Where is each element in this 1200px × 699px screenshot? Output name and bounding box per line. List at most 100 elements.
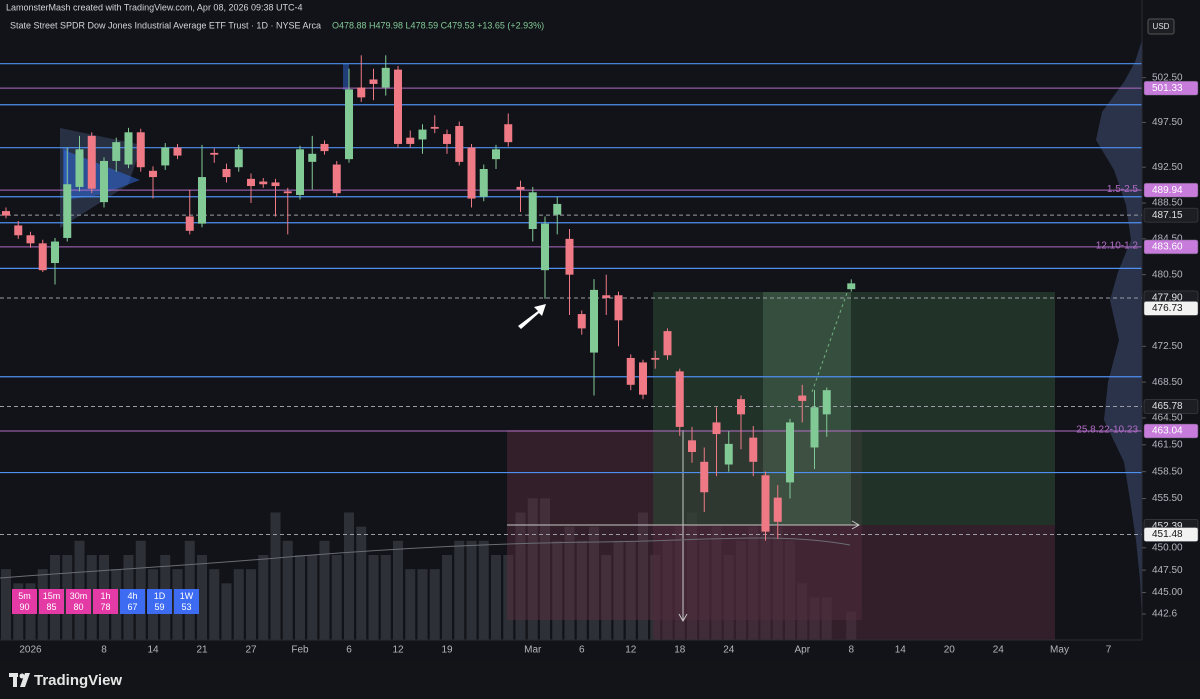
candle-body (87, 135, 96, 189)
x-tick-label: 20 (944, 645, 956, 656)
timeframe-value: 53 (181, 601, 192, 612)
candle-body (761, 475, 770, 532)
volume-bar (209, 569, 220, 640)
candle-body (283, 191, 292, 194)
axis-layer: 2026 8 14 21 27 Feb 6 12 19 Mar 6 12 18 24 Apr 8 14 20 24 M… (19, 72, 1199, 656)
candle-body (26, 235, 35, 244)
x-tick-label: 12 (392, 645, 404, 656)
candle-body (528, 192, 537, 230)
y-tick-label: 445.00 (1152, 587, 1183, 598)
timeframe-value: 90 (19, 601, 30, 612)
timeframe-value: 78 (100, 601, 111, 612)
volume-bar (429, 569, 440, 640)
y-tick-label: 484.50 (1152, 233, 1183, 244)
y-tick-label: 497.50 (1152, 117, 1183, 128)
y-tick-label: 488.50 (1152, 198, 1183, 209)
logo-mark (9, 673, 18, 677)
candle-body (810, 407, 819, 448)
candle-body (369, 79, 378, 84)
candle-body (247, 178, 255, 187)
candle-body (222, 169, 231, 178)
volume-bar (454, 540, 465, 640)
position-tool (0, 289, 1055, 640)
volume-bar (1, 569, 11, 640)
candle-body (161, 147, 170, 166)
candles-layer (2, 55, 856, 541)
price-label: 451.48 (1152, 529, 1183, 540)
arrow-head (678, 613, 688, 623)
candle-body (308, 153, 317, 162)
candle-body (38, 243, 47, 271)
y-tick-label: 502.50 (1152, 72, 1183, 83)
x-tick-label: 7 (1106, 645, 1112, 656)
candle-body (430, 126, 439, 129)
volume-bar (478, 540, 489, 640)
y-tick-label: 442.6 (1152, 609, 1177, 620)
candle-body (773, 497, 782, 522)
volume-bar (246, 569, 256, 640)
timeframe-value: 67 (127, 601, 138, 612)
candle-body (822, 390, 831, 415)
volume-bar (295, 555, 305, 640)
candle-body (124, 132, 133, 165)
price-label-box (1143, 207, 1199, 223)
candle-body (626, 357, 635, 385)
timeframe-cell: 1h 78 (93, 589, 118, 614)
price-label: 477.90 (1152, 293, 1183, 304)
candle-body (259, 181, 268, 185)
arrow-head (851, 520, 861, 530)
logo-mark (19, 673, 25, 679)
volume-bar (466, 540, 477, 640)
price-label: 465.78 (1152, 401, 1183, 412)
x-tick-label: Mar (524, 645, 542, 656)
candle-body (639, 362, 647, 395)
x-tick-label: 12 (625, 645, 637, 656)
price-label: 476.73 (1152, 303, 1183, 314)
candle-body (173, 147, 182, 156)
highlight-box (63, 148, 69, 188)
x-tick-label: 8 (848, 645, 854, 656)
volume-bar (503, 555, 514, 640)
x-tick-label: 27 (245, 645, 257, 656)
y-tick-label: 450.00 (1152, 542, 1183, 553)
candle-body (63, 184, 72, 238)
candle-body (455, 126, 464, 162)
candle-body (198, 177, 206, 224)
volume-bar (356, 526, 367, 640)
timeframe-label: 1h (100, 590, 111, 601)
candle-body (443, 134, 451, 144)
ohlc-legend: O478.88 H479.98 L478.59 C479.53 +13.65 (… (332, 20, 544, 30)
candle-body (2, 211, 10, 216)
footer-brand: TradingView (34, 672, 122, 689)
y-tick-label: 461.50 (1152, 439, 1183, 450)
candle-body (614, 295, 623, 321)
x-tick-label: 18 (674, 645, 686, 656)
header: LamonsterMash created with TradingView.c… (6, 2, 303, 12)
stop-zone-lower (653, 525, 1055, 640)
timeframe-value: 59 (154, 601, 165, 612)
candle-body (418, 129, 427, 140)
timeframe-cell: 30m 80 (66, 589, 91, 614)
candle-body (357, 87, 366, 98)
timeframe-label: 1W (179, 590, 194, 601)
candle-body (210, 152, 219, 155)
volume-bar (331, 555, 342, 640)
candle-body (492, 149, 500, 160)
candle-body (14, 225, 23, 236)
x-tick-label: Feb (291, 645, 309, 656)
volume-bar (442, 555, 452, 640)
candle-body (381, 67, 390, 88)
timeframe-value: 85 (46, 601, 57, 612)
price-label: 489.94 (1152, 185, 1183, 196)
volume-ma (0, 537, 851, 579)
volume-bar (393, 540, 403, 640)
y-tick-label: 492.50 (1152, 162, 1183, 173)
timeframe-cell: 1W 53 (174, 589, 199, 614)
timeframe-cell: 15m 85 (39, 589, 64, 614)
timeframe-label: 1D (153, 590, 166, 601)
candle-body (675, 371, 684, 427)
volume-bar (380, 555, 391, 640)
volume-bar (638, 512, 648, 640)
